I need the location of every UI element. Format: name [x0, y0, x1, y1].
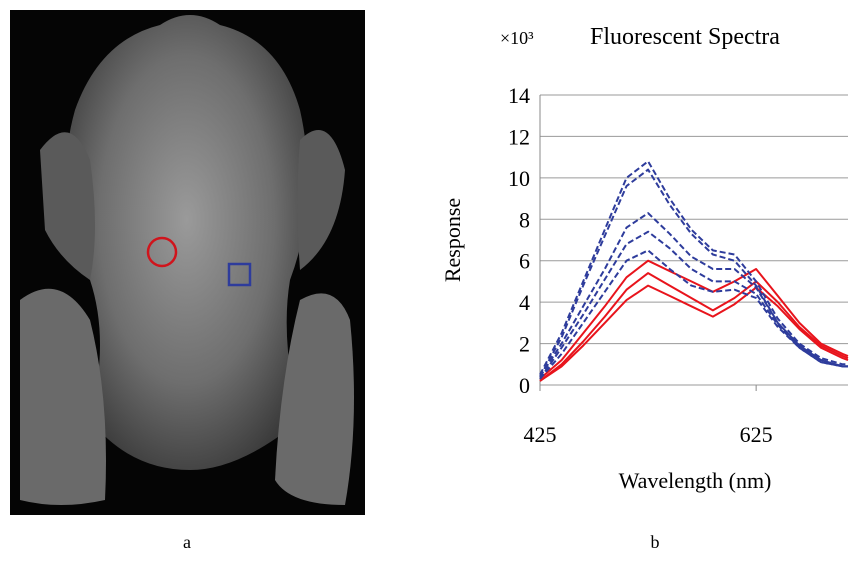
y-tick-label: 6: [519, 249, 530, 274]
y-tick-label: 8: [519, 207, 530, 232]
panel-label: b: [651, 532, 660, 552]
panel-label: a: [183, 532, 191, 552]
series-line: [539, 272, 849, 382]
x-tick-label: 625: [740, 422, 773, 447]
x-axis-label: Wavelength (nm): [619, 468, 772, 493]
series-line: [539, 249, 848, 380]
series-line: [539, 212, 848, 378]
series-line: [539, 160, 848, 376]
y-tick-label: 10: [508, 166, 530, 191]
photo: [10, 10, 365, 515]
y-multiplier: ×10³: [500, 28, 534, 48]
series-line: [539, 168, 848, 378]
y-tick-label: 2: [519, 332, 530, 357]
series-line: [539, 259, 849, 380]
y-tick-label: 0: [519, 373, 530, 398]
y-tick-label: 12: [508, 124, 530, 149]
x-tick-label: 425: [524, 422, 557, 447]
y-tick-label: 4: [519, 290, 530, 315]
y-tick-label: 14: [508, 83, 530, 108]
y-axis-label: Response: [440, 198, 465, 282]
series-line: [539, 230, 848, 380]
series-line: [539, 284, 849, 382]
chart-title: Fluorescent Spectra: [590, 24, 780, 50]
